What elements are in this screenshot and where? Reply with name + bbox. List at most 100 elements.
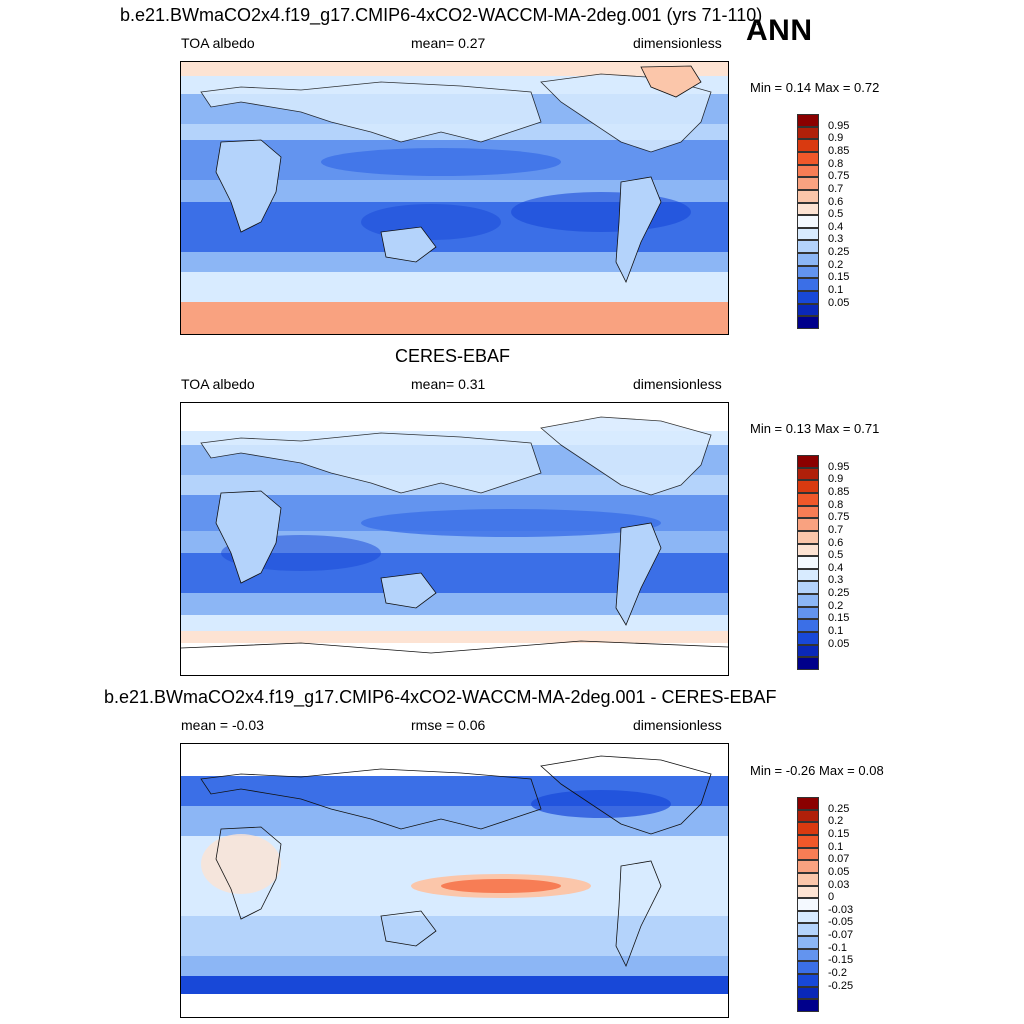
colorbar-tick-label: 0.4 — [828, 561, 844, 574]
colorbar-swatch — [797, 860, 819, 873]
colorbar-swatch — [797, 177, 819, 190]
panel-1-landmass-australia — [380, 226, 437, 263]
colorbar-swatch — [797, 657, 819, 670]
colorbar-swatch — [797, 480, 819, 493]
panel-2-minmax: Min = 0.13 Max = 0.71 — [750, 421, 880, 436]
colorbar-tick-label: 0.1 — [828, 625, 844, 638]
colorbar-tick-label: -0.1 — [828, 941, 847, 954]
panel-2-landmass-australia — [380, 572, 437, 609]
colorbar-tick-label: 0.7 — [828, 182, 844, 195]
colorbar-swatch — [797, 303, 819, 317]
colorbar-swatch — [797, 556, 819, 569]
colorbar-swatch — [797, 505, 819, 519]
colorbar-swatch — [797, 215, 819, 228]
colorbar-swatch — [797, 999, 819, 1012]
colorbar-swatch — [797, 606, 819, 620]
colorbar-swatch — [797, 240, 819, 254]
colorbar-swatch — [797, 202, 819, 216]
colorbar-tick-label: 0.4 — [828, 220, 844, 233]
panel-1-mean-label: mean= 0.27 — [411, 35, 486, 51]
colorbar-swatch — [797, 961, 819, 975]
colorbar-swatch — [797, 847, 819, 861]
colorbar-swatch — [797, 227, 819, 241]
colorbar-tick-label: 0.6 — [828, 195, 844, 208]
panel-1-map — [180, 61, 729, 335]
colorbar-swatch — [797, 543, 819, 557]
colorbar-tick-label: 0.5 — [828, 208, 844, 221]
panel-3-mean-label: mean = -0.03 — [181, 717, 264, 733]
colorbar-swatch — [797, 986, 819, 1000]
panel-3-landmass-africa — [215, 826, 282, 920]
panel-2-mean-label: mean= 0.31 — [411, 376, 486, 392]
panel-3-minmax: Min = -0.26 Max = 0.08 — [750, 763, 884, 778]
colorbar-tick-label: 0.15 — [828, 612, 850, 625]
panel-3-units-label: dimensionless — [633, 717, 722, 733]
colorbar-tick-label: 0.25 — [828, 246, 850, 259]
colorbar-tick-label: -0.03 — [828, 903, 854, 916]
colorbar-tick-label: 0.75 — [828, 511, 850, 524]
panel-1-title: b.e21.BWmaCO2x4.f19_g17.CMIP6-4xCO2-WACC… — [120, 5, 763, 25]
colorbar-swatch — [797, 114, 819, 127]
colorbar-tick-label: -0.07 — [828, 929, 854, 942]
colorbar-tick-label: 0 — [828, 891, 835, 904]
colorbar-swatch — [797, 834, 819, 848]
colorbar-swatch — [797, 644, 819, 658]
colorbar-tick-label: 0.75 — [828, 170, 850, 183]
colorbar-swatch — [797, 291, 819, 304]
colorbar-swatch — [797, 974, 819, 987]
colorbar-tick-label: 0.25 — [828, 587, 850, 600]
colorbar-tick-label: 0.5 — [828, 549, 844, 562]
colorbar-tick-label: 0.05 — [828, 296, 850, 309]
panel-3-landmass-north-america — [540, 755, 712, 835]
panel-1-variable-label: TOA albedo — [181, 35, 255, 51]
colorbar-swatch — [797, 139, 819, 152]
colorbar-tick-label: 0.1 — [828, 840, 844, 853]
colorbar-tick-label: 0.05 — [828, 865, 850, 878]
colorbar-swatch — [797, 455, 819, 468]
colorbar-tick-label: 0.15 — [828, 271, 850, 284]
colorbar-tick-label: 0.15 — [828, 827, 850, 840]
colorbar-swatch — [797, 530, 819, 544]
colorbar-tick-label: 0.3 — [828, 233, 844, 246]
panel-2-landmass-africa — [215, 490, 282, 584]
panel-2-colorbar: 0.95 0.9 0.85 0.8 0.75 0.7 0.6 0.5 0.4 0.3 0.25 0.2… — [797, 455, 877, 670]
colorbar-tick-label: 0.95 — [828, 460, 850, 473]
colorbar-swatch — [797, 594, 819, 607]
colorbar-swatch — [797, 518, 819, 531]
panel-2-map — [180, 402, 729, 676]
panel-1-minmax: Min = 0.14 Max = 0.72 — [750, 80, 880, 95]
panel-3-colorbar: 0.25 0.2 0.15 0.1 0.07 0.05 0.03 0 -0.03 -0.05 -0.… — [797, 797, 877, 1012]
colorbar-swatch — [797, 467, 819, 481]
colorbar-swatch — [797, 126, 819, 140]
colorbar-swatch — [797, 581, 819, 595]
panel-2-landmass-north-america — [540, 416, 712, 496]
colorbar-swatch — [797, 910, 819, 924]
colorbar-tick-label: 0.8 — [828, 157, 844, 170]
colorbar-swatch — [797, 822, 819, 835]
colorbar-swatch — [797, 316, 819, 329]
panel-2-landmass-europe-asia — [200, 432, 542, 494]
colorbar-swatch — [797, 809, 819, 823]
colorbar-tick-label: -0.05 — [828, 916, 854, 929]
colorbar-tick-label: 0.2 — [828, 258, 844, 271]
panel-3-map — [180, 743, 729, 1018]
colorbar-tick-label: 0.1 — [828, 284, 844, 297]
panel-3-rmse-label: rmse = 0.06 — [411, 717, 486, 733]
colorbar-tick-label: 0.3 — [828, 574, 844, 587]
panel-3-landmass-europe-asia — [200, 768, 542, 830]
panel-2-landmass-south-america — [615, 522, 662, 626]
panel-3-landmass-south-america — [615, 860, 662, 967]
colorbar-swatch — [797, 189, 819, 203]
colorbar-swatch — [797, 619, 819, 633]
panel-3-title: b.e21.BWmaCO2x4.f19_g17.CMIP6-4xCO2-WACC… — [104, 687, 777, 707]
season-label: ANN — [746, 14, 813, 47]
panel-2-landmass-antarctica — [181, 640, 728, 654]
colorbar-swatch — [797, 797, 819, 810]
colorbar-swatch — [797, 632, 819, 645]
colorbar-tick-label: 0.6 — [828, 536, 844, 549]
colorbar-tick-label: 0.03 — [828, 878, 850, 891]
panel-1-landmass-greenland — [640, 65, 702, 98]
panel-1-landmass-south-america — [615, 176, 662, 283]
colorbar-tick-label: 0.7 — [828, 523, 844, 536]
colorbar-tick-label: 0.2 — [828, 815, 844, 828]
